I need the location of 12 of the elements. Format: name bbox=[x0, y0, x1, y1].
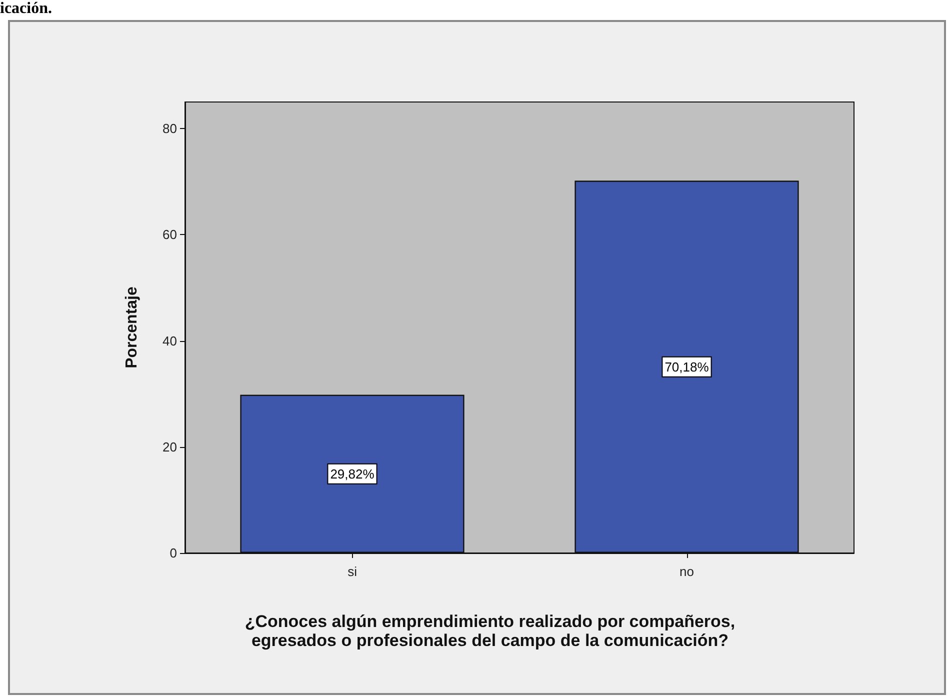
y-tick-label: 40 bbox=[162, 333, 177, 348]
y-tick-label: 20 bbox=[162, 439, 177, 454]
data-label: 70,18% bbox=[664, 359, 710, 374]
y-tick-label: 0 bbox=[170, 546, 177, 560]
x-axis-title: ¿Conoces algún emprendimiento realizado por compañeros, egresados o profesionales del campo de la comunicación? bbox=[244, 612, 736, 650]
data-label: 29,82% bbox=[330, 466, 375, 482]
y-axis-title: Porcentaje bbox=[124, 286, 140, 368]
y-tick-label: 60 bbox=[162, 227, 177, 242]
y-tick-label: 80 bbox=[162, 121, 177, 136]
x-tick-label: si bbox=[348, 564, 358, 579]
text: icación. bbox=[0, 0, 52, 18]
x-tick-label: no bbox=[680, 564, 694, 579]
